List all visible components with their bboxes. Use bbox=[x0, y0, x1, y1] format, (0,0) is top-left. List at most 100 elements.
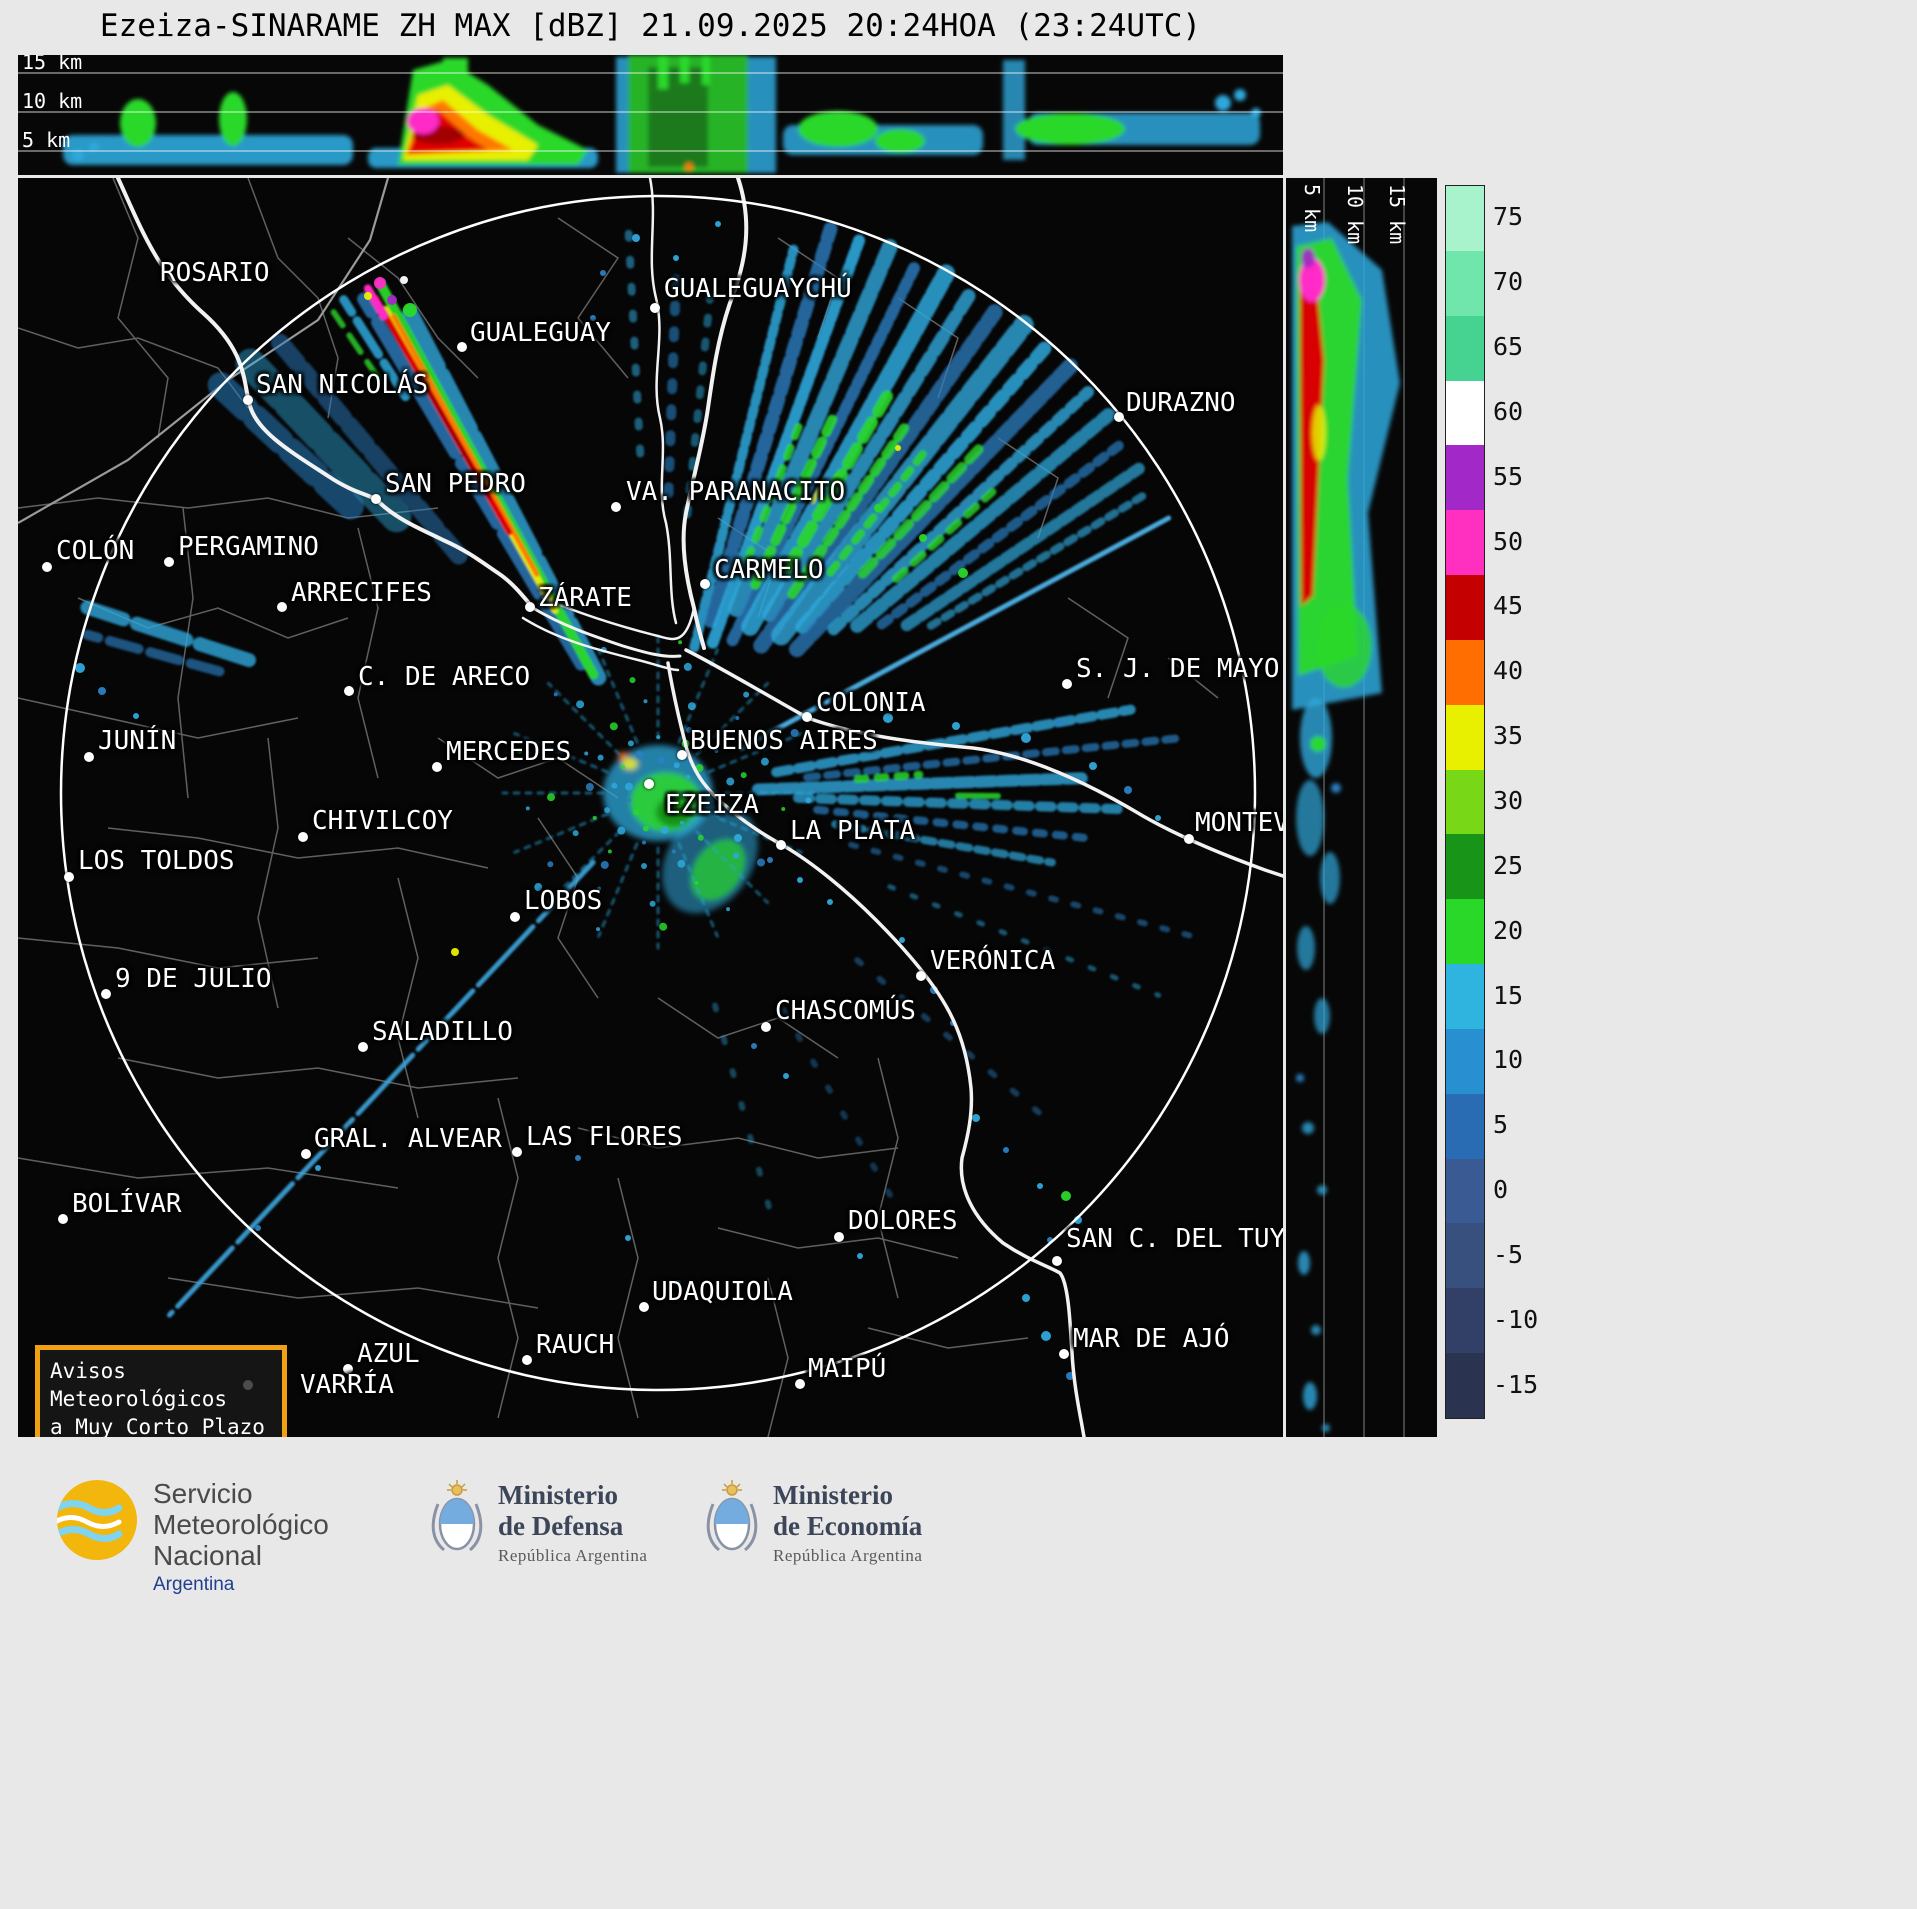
radar-beam bbox=[750, 407, 841, 590]
smn-country-label: Argentina bbox=[153, 1574, 235, 1595]
echo-shape bbox=[1300, 280, 1324, 606]
radar-beam bbox=[831, 820, 1056, 867]
cross-top-gridlines bbox=[18, 72, 1283, 152]
laurel-right bbox=[468, 1503, 483, 1552]
colorbar-segment bbox=[1446, 1028, 1484, 1095]
radar-speckle-dot bbox=[572, 830, 579, 837]
cross-section-right-panel: 5 km 10 km 15 km bbox=[1286, 178, 1437, 1437]
city-label: UDAQUIOLA bbox=[652, 1277, 793, 1307]
radar-beam bbox=[813, 805, 1090, 842]
colorbar-tick-label: 55 bbox=[1493, 461, 1524, 491]
city-dot bbox=[58, 1214, 68, 1224]
radar-beam bbox=[597, 648, 639, 744]
echo-shape bbox=[1251, 108, 1261, 118]
city-label: VA. PARANACITO bbox=[626, 477, 846, 507]
axis-label-15km-right: 15 km bbox=[1385, 184, 1409, 244]
defensa-name-line-2: de Defensa bbox=[498, 1511, 624, 1541]
radar-dot bbox=[751, 1043, 757, 1049]
echo-shape bbox=[1296, 780, 1324, 856]
radar-speckle-dot bbox=[547, 861, 554, 868]
echo-shape bbox=[685, 163, 693, 171]
radar-speckle-dot bbox=[676, 800, 685, 809]
city-dot bbox=[298, 832, 308, 842]
cross-section-top-panel: 15 km 10 km 5 km bbox=[18, 55, 1283, 175]
radar-dot bbox=[1003, 1147, 1009, 1153]
radar-dot bbox=[387, 295, 397, 305]
radar-speckle-dot bbox=[635, 750, 644, 759]
colorbar-tick-label: 30 bbox=[1493, 786, 1524, 815]
radar-speckle-dot bbox=[600, 860, 609, 869]
radar-speckle-dot bbox=[659, 922, 668, 931]
province-border bbox=[18, 178, 390, 524]
radar-speckle-dot bbox=[656, 735, 661, 740]
radar-speckle-dot bbox=[660, 825, 669, 834]
economia-sub-label: República Argentina bbox=[773, 1546, 923, 1565]
radar-speckle-dot bbox=[805, 797, 812, 804]
echo-shape bbox=[1298, 1251, 1310, 1275]
radar-beam bbox=[703, 221, 838, 628]
city-label: LAS FLORES bbox=[526, 1122, 683, 1152]
colorbar-segment bbox=[1446, 769, 1484, 835]
radar-speckle-dot bbox=[596, 886, 601, 891]
colorbar-segment bbox=[1446, 1353, 1484, 1419]
colorbar-tick-label: 0 bbox=[1493, 1175, 1509, 1205]
colorbar-segment bbox=[1446, 1158, 1484, 1224]
city-label: SALADILLO bbox=[372, 1017, 513, 1047]
city-label: LOBOS bbox=[524, 886, 603, 916]
colorbar-tick-label: 75 bbox=[1493, 202, 1524, 232]
radar-dot bbox=[632, 234, 640, 242]
map-overlay: ROSARIO GUALEGUAYCHÚ GUALEGUAY SAN NICOLÁS D… bbox=[18, 178, 1283, 1437]
radar-speckle-dot bbox=[627, 798, 632, 803]
colorbar-segment bbox=[1446, 445, 1484, 511]
echo-shape bbox=[648, 67, 708, 167]
city-label: SAN C. DEL TUYÚ bbox=[1066, 1224, 1283, 1254]
defensa-name-line-1: Ministerio bbox=[498, 1480, 618, 1510]
city-label: VARRÍA bbox=[300, 1370, 394, 1400]
radar-speckle-dot bbox=[687, 702, 696, 711]
colorbar-tick-label: 45 bbox=[1493, 591, 1524, 621]
county-line bbox=[357, 527, 379, 779]
radar-speckle-dot bbox=[649, 900, 656, 907]
county-line bbox=[18, 937, 319, 969]
county-line bbox=[617, 1177, 639, 1419]
city-label: 9 DE JULIO bbox=[115, 964, 272, 994]
radar-dot bbox=[451, 948, 459, 956]
city-label: DOLORES bbox=[848, 1206, 958, 1236]
radar-speckle-dot bbox=[547, 793, 556, 802]
county-line bbox=[347, 237, 479, 379]
radar-dot bbox=[715, 221, 721, 227]
radar-beam bbox=[689, 244, 799, 653]
rivers bbox=[116, 178, 1283, 1437]
radar-speckle-dot bbox=[627, 740, 634, 747]
colorbar-labels: 75 70 65 60 55 50 45 40 35 30 25 20 15 10 5 0 -5 -10 -15 bbox=[1493, 185, 1563, 1417]
city-dot bbox=[776, 840, 786, 850]
colorbar-segment bbox=[1446, 575, 1484, 641]
radar-dot bbox=[1057, 720, 1063, 726]
county-line bbox=[497, 1097, 519, 1419]
city-dot bbox=[677, 750, 687, 760]
radar-beam bbox=[711, 1002, 773, 1212]
radar-beam bbox=[926, 491, 1149, 630]
weather-warning-box[interactable]: Avisos Meteorológicos a Muy Corto Plazo bbox=[35, 1345, 287, 1437]
colorbar-tick-label: 5 bbox=[1493, 1110, 1509, 1140]
colorbar-tick-label: 60 bbox=[1493, 396, 1524, 426]
radar-map-panel: ROSARIO GUALEGUAYCHÚ GUALEGUAY SAN NICOLÁS D… bbox=[18, 178, 1283, 1437]
radar-beam bbox=[695, 830, 770, 905]
shield-top bbox=[440, 1499, 474, 1524]
radar-beam bbox=[900, 462, 1145, 632]
radar-speckle-dot bbox=[576, 700, 585, 709]
echo-shape bbox=[1314, 998, 1330, 1034]
city-label: LA PLATA bbox=[790, 816, 916, 846]
map-canvas bbox=[18, 178, 1283, 1437]
radar-dot bbox=[255, 1225, 261, 1231]
county-line bbox=[867, 1327, 1029, 1349]
city-label: GUALEGUAY bbox=[470, 318, 611, 348]
economia-name-line-2: de Economía bbox=[773, 1511, 923, 1541]
radar-beam bbox=[80, 600, 257, 668]
city-label: SAN PEDRO bbox=[385, 469, 526, 499]
radar-speckle-dot bbox=[611, 782, 618, 789]
radar-speckle-dot bbox=[617, 826, 626, 835]
city-label: GRAL. ALVEAR bbox=[314, 1124, 502, 1154]
city-label: C. DE ARECO bbox=[358, 662, 531, 692]
city-label: S. J. DE MAYO bbox=[1076, 654, 1280, 684]
